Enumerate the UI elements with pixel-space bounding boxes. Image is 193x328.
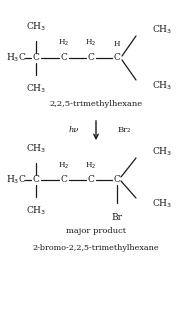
Text: hν: hν xyxy=(69,126,79,134)
Text: Br: Br xyxy=(112,213,123,221)
Text: CH$_3$: CH$_3$ xyxy=(152,24,172,36)
Text: C: C xyxy=(88,53,94,63)
Text: CH$_3$: CH$_3$ xyxy=(152,146,172,158)
Text: CH$_3$: CH$_3$ xyxy=(26,143,46,155)
Text: H: H xyxy=(114,40,120,48)
Text: C: C xyxy=(33,53,39,63)
Text: CH$_3$: CH$_3$ xyxy=(26,21,46,33)
Text: H$_3$C: H$_3$C xyxy=(6,174,26,186)
Text: C: C xyxy=(33,175,39,184)
Text: H$_2$: H$_2$ xyxy=(85,38,96,48)
Text: C: C xyxy=(88,175,94,184)
Text: C: C xyxy=(61,175,67,184)
Text: H$_3$C: H$_3$C xyxy=(6,52,26,64)
Text: 2-bromo-2,2,5-trimethylhexane: 2-bromo-2,2,5-trimethylhexane xyxy=(33,244,159,252)
Text: H$_2$: H$_2$ xyxy=(58,161,69,171)
Text: CH$_3$: CH$_3$ xyxy=(152,198,172,210)
Text: H$_2$: H$_2$ xyxy=(58,38,69,48)
Text: 2,2,5-trimethylhexane: 2,2,5-trimethylhexane xyxy=(49,100,143,108)
Text: H$_2$: H$_2$ xyxy=(85,161,96,171)
Text: C: C xyxy=(61,53,67,63)
Text: major product: major product xyxy=(66,227,126,235)
Text: Br₂: Br₂ xyxy=(117,126,131,134)
Text: CH$_3$: CH$_3$ xyxy=(26,205,46,217)
Text: CH$_3$: CH$_3$ xyxy=(26,83,46,95)
Text: C: C xyxy=(113,53,120,63)
Text: C: C xyxy=(113,175,120,184)
Text: CH$_3$: CH$_3$ xyxy=(152,80,172,92)
